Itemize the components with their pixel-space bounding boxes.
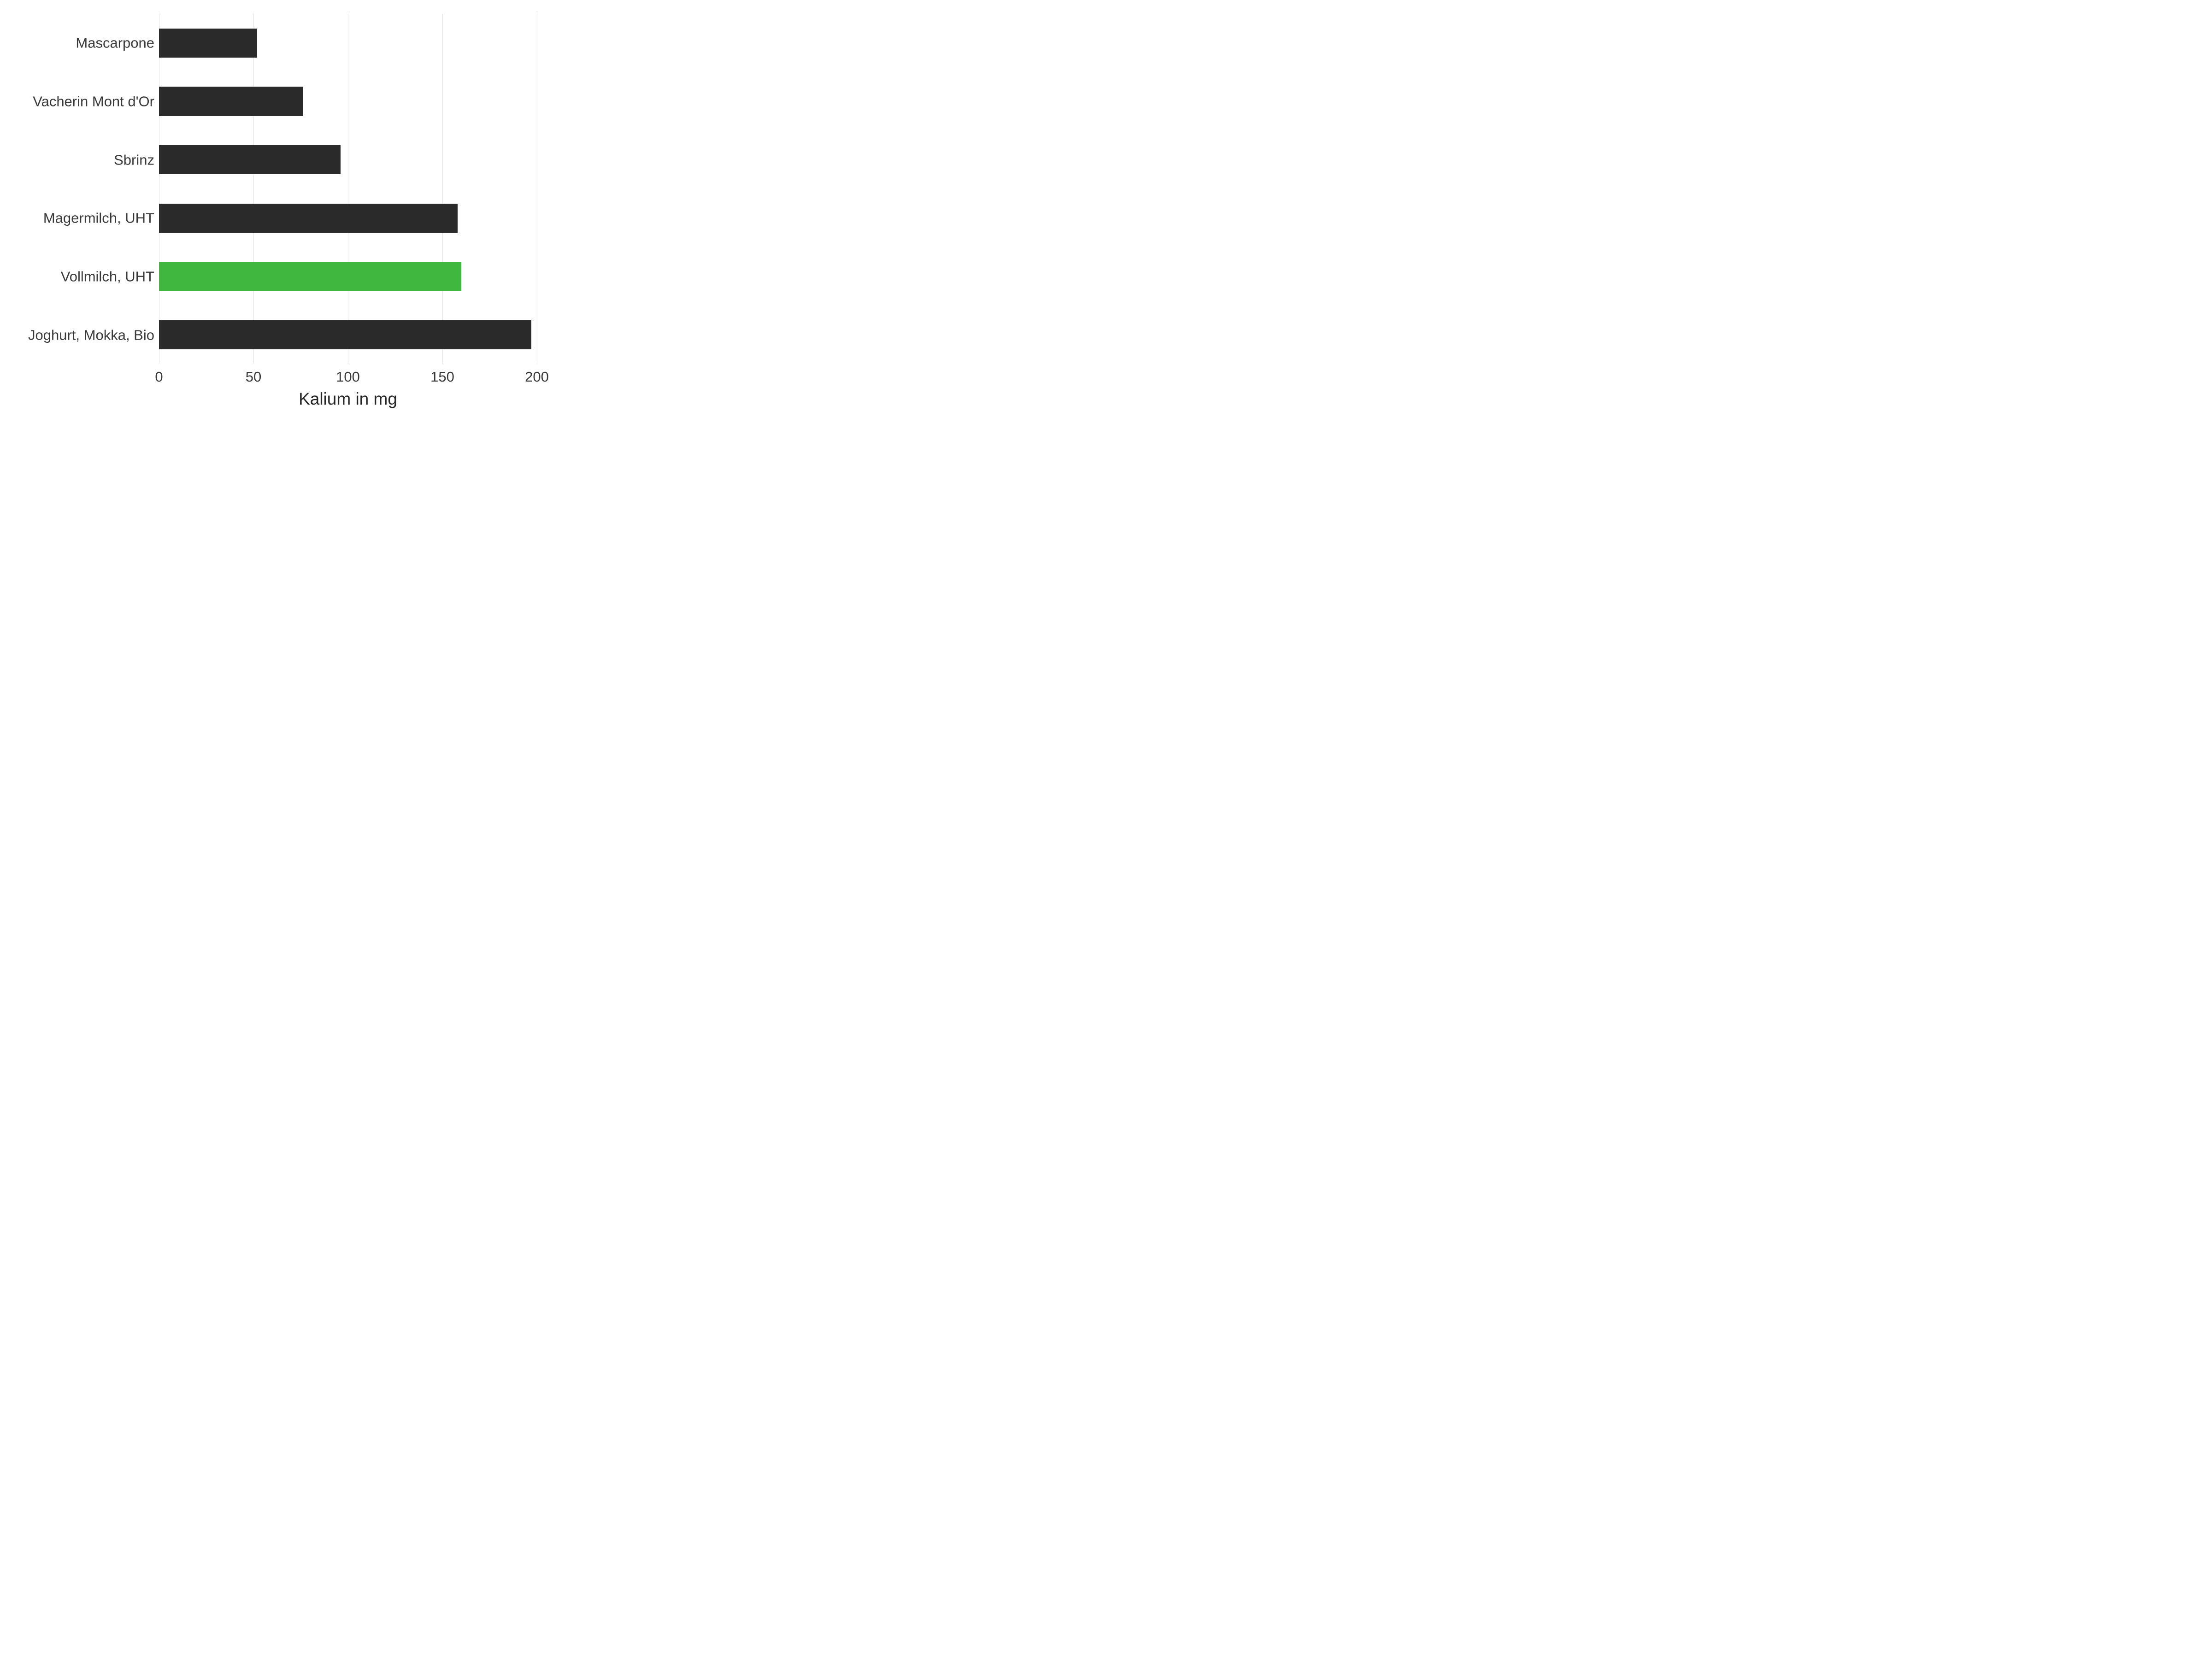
y-tick-label: Vollmilch, UHT (7, 268, 154, 285)
bar (159, 204, 458, 233)
y-tick-label: Sbrinz (7, 151, 154, 168)
x-tick-label: 200 (525, 369, 549, 385)
y-tick-label: Vacherin Mont d'Or (7, 93, 154, 110)
bar (159, 145, 341, 174)
x-tick-label: 150 (430, 369, 454, 385)
x-axis-title: Kalium in mg (159, 389, 537, 409)
bar (159, 29, 257, 58)
y-tick-label: Joghurt, Mokka, Bio (7, 326, 154, 343)
bar (159, 262, 461, 291)
x-tick-label: 100 (336, 369, 360, 385)
bar (159, 320, 531, 349)
gridline (442, 14, 443, 364)
bar (159, 87, 303, 116)
x-tick-label: 50 (246, 369, 261, 385)
chart-container: Kalium in mg 0 50 100 150 200 Mascarpone Vache… (0, 0, 553, 415)
gridline (253, 14, 254, 364)
x-tick-label: 0 (155, 369, 163, 385)
plot-area (159, 14, 537, 364)
y-tick-label: Magermilch, UHT (7, 210, 154, 227)
y-tick-label: Mascarpone (7, 35, 154, 52)
